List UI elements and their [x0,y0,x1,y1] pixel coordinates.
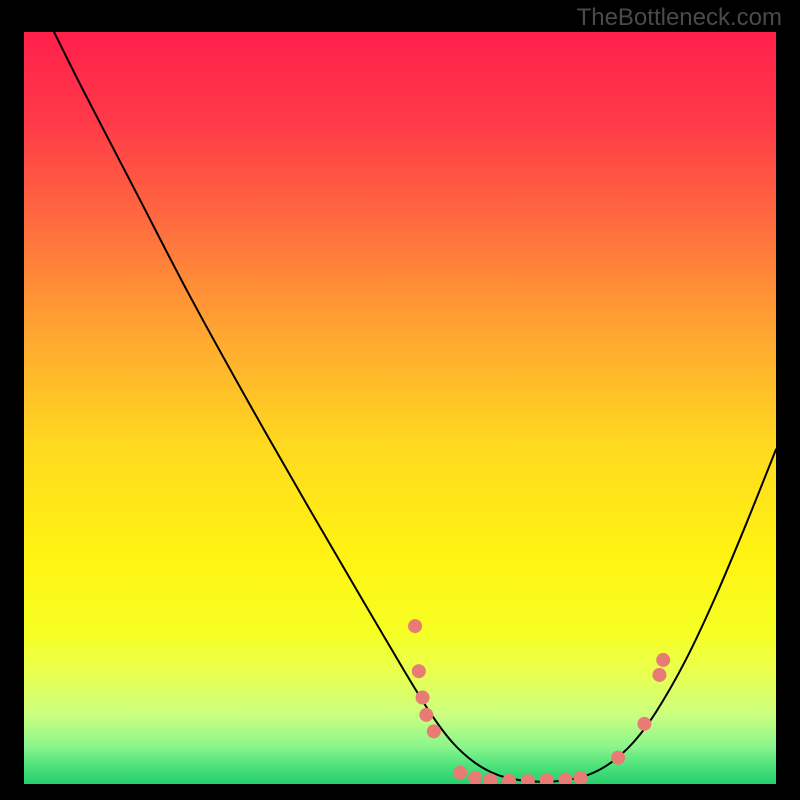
data-marker [412,665,425,678]
data-marker [559,773,572,784]
data-marker [469,771,482,784]
data-marker [540,774,553,784]
data-marker [653,668,666,681]
chart-svg [24,32,776,784]
data-marker [574,771,587,784]
data-marker [612,751,625,764]
data-marker [503,774,516,784]
data-marker [409,620,422,633]
data-marker [657,653,670,666]
data-marker [638,717,651,730]
data-marker [416,691,429,704]
data-marker [427,725,440,738]
data-marker [420,708,433,721]
attribution-label: TheBottleneck.com [577,4,782,32]
data-marker [484,774,497,784]
plot-area [24,32,776,784]
data-marker [521,774,534,784]
data-marker [454,766,467,779]
